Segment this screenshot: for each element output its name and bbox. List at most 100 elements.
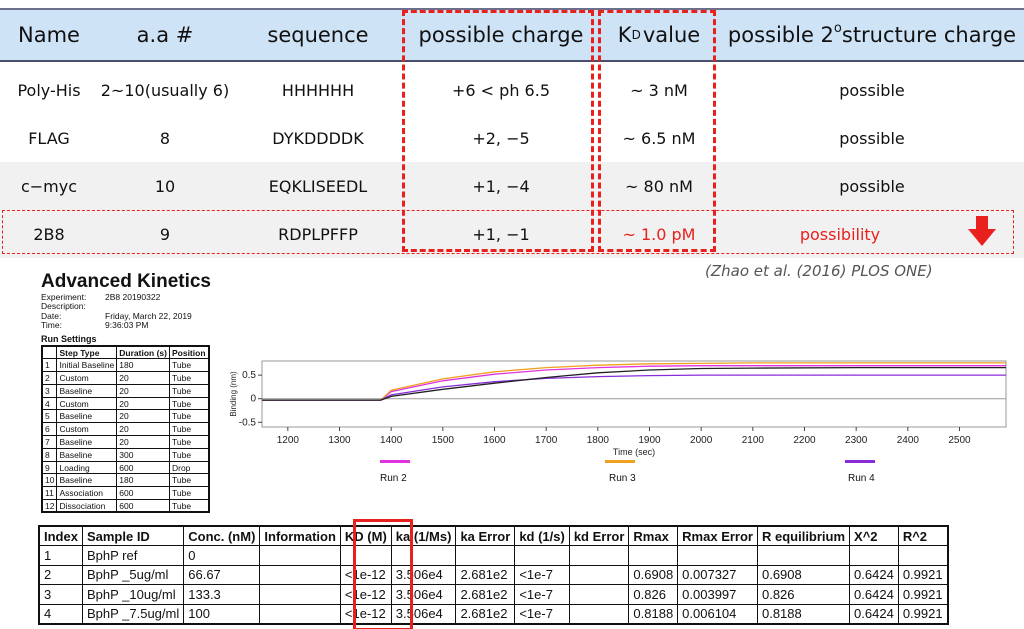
results-cell: 0.826 (628, 584, 679, 605)
row-aa: 10 (154, 176, 176, 196)
meta-label: Description: (41, 301, 86, 311)
steps-row: 1 Initial Baseline 180 Tube (41, 358, 210, 373)
results-cell: 0.9921 (897, 564, 949, 585)
row-sequence: EQKLISEEDL (268, 176, 368, 196)
charge-highlight-box (402, 10, 594, 252)
steps-cell: Loading (56, 460, 118, 475)
header-name: Name (18, 23, 80, 47)
row-kd: ~ 6.5 nM (622, 128, 696, 148)
results-header-cell: Conc. (nM) (183, 525, 261, 546)
results-header-cell: Rmax (628, 525, 679, 546)
steps-row: 3 Baseline 20 Tube (41, 383, 210, 398)
steps-cell: 20 (116, 383, 170, 398)
steps-cell: Initial Baseline (56, 358, 118, 373)
legend-swatch-run4 (845, 460, 875, 463)
steps-cell: 180 (116, 473, 170, 488)
results-cell (259, 564, 341, 585)
results-cell (756, 545, 851, 566)
steps-row: 2 Custom 20 Tube (41, 371, 210, 385)
meta-label: Date: (41, 311, 62, 321)
results-header-cell: R equilibrium (756, 525, 851, 546)
row-name: c−myc (20, 176, 78, 196)
x-tick-label: 2100 (742, 435, 765, 446)
results-cell (568, 603, 630, 624)
results-cell: 0 (183, 545, 261, 566)
kd-subscript: D (631, 28, 641, 42)
steps-cell: 20 (116, 422, 170, 437)
structure-pre: possible 2 (727, 23, 834, 47)
results-cell: 66.67 (183, 564, 261, 585)
steps-cell: 20 (116, 435, 170, 449)
steps-cell: 300 (116, 447, 170, 462)
run-settings-label: Run Settings (41, 334, 97, 344)
legend-label: Run 4 (848, 473, 875, 484)
results-cell: 0.6424 (849, 564, 899, 585)
results-cell (259, 584, 341, 605)
meta-value: Friday, March 22, 2019 (105, 311, 192, 321)
results-header-cell: kd Error (568, 525, 630, 546)
results-cell (259, 603, 341, 624)
structure-sup: o (833, 20, 842, 36)
kd-column-highlight (353, 519, 413, 629)
results-cell: 2.681e2 (455, 603, 516, 624)
x-tick-label: 2400 (897, 435, 920, 446)
x-tick-label: 2200 (793, 435, 816, 446)
series-line (262, 365, 1006, 401)
row-sequence: HHHHHH (281, 80, 355, 100)
table-header-background (0, 10, 1024, 60)
structure-post: structure charge (841, 23, 1017, 47)
steps-header-row: Step Type Duration (s) Position (41, 345, 210, 360)
results-cell (677, 545, 758, 566)
results-cell (455, 545, 516, 566)
steps-row: 9 Loading 600 Drop (41, 460, 210, 475)
y-axis-label: Binding (nm) (229, 371, 238, 417)
results-cell: BphP ref (81, 545, 185, 566)
results-cell: 0.007327 (677, 564, 758, 585)
series-line (262, 366, 1006, 401)
steps-header-cell: Step Type (56, 345, 118, 360)
row-name: 2B8 (33, 224, 65, 244)
results-cell: 2 (38, 564, 83, 585)
results-row: 2 BphP _5ug/ml 66.67 <1e-12 3.506e4 2.681e2 <1… (38, 564, 949, 585)
steps-cell: Association (56, 486, 118, 501)
steps-row: 12 Dissociation 600 Tube (41, 499, 210, 513)
steps-cell: Baseline (56, 383, 118, 398)
row-2b8-highlight (2, 210, 1014, 254)
row-charge: +1, −4 (472, 176, 530, 196)
steps-cell: Custom (56, 371, 118, 385)
results-cell: 0.9921 (897, 603, 949, 624)
steps-cell: Tube (168, 383, 210, 398)
row-charge: +2, −5 (472, 128, 530, 148)
steps-cell: 6 (41, 422, 58, 437)
steps-cell: 1 (41, 358, 58, 373)
results-cell: 0.6908 (628, 564, 679, 585)
row-charge: +1, −1 (472, 224, 530, 244)
kd-letter: K (617, 23, 632, 47)
results-header-row: Index Sample ID Conc. (nM) Information KD (M… (38, 525, 949, 546)
steps-header-cell: Position (168, 345, 210, 360)
header-aa: a.a # (136, 23, 194, 47)
steps-cell: Tube (168, 409, 210, 424)
steps-cell: Custom (56, 396, 118, 411)
results-cell: 0.006104 (677, 603, 758, 624)
meta-value: 2B8 20190322 (105, 292, 161, 302)
steps-cell: 12 (41, 499, 58, 513)
row-kd: ~ 1.0 pM (622, 224, 696, 244)
steps-header-cell (41, 345, 58, 360)
y-tick-label: -0.5 (239, 417, 257, 428)
steps-cell: 600 (116, 486, 170, 501)
row-structure: possibility (799, 224, 881, 244)
results-cell: 0.826 (756, 584, 851, 605)
results-cell: BphP _10ug/ml (81, 584, 185, 605)
y-tick-label: 0 (250, 394, 256, 405)
results-cell (568, 584, 630, 605)
steps-cell: Baseline (56, 409, 118, 424)
y-tick-label: 0.5 (242, 370, 256, 381)
x-tick-label: 1500 (432, 435, 455, 446)
results-cell: 0.8188 (628, 603, 679, 624)
steps-row: 10 Baseline 180 Tube (41, 473, 210, 488)
legend-swatch-run3 (605, 460, 635, 463)
results-cell: 100 (183, 603, 261, 624)
row-sequence: RDPLPFFP (278, 224, 358, 244)
steps-cell: 20 (116, 409, 170, 424)
